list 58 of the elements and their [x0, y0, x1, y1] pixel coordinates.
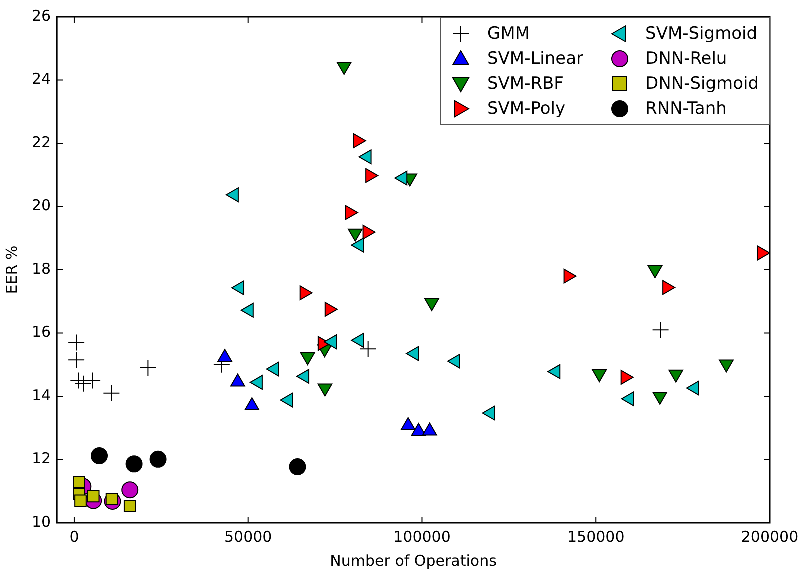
point — [296, 369, 310, 384]
point — [394, 170, 408, 186]
legend-label: SVM-Poly — [487, 98, 566, 118]
x-tick-label: 50000 — [224, 528, 272, 546]
point — [84, 372, 102, 390]
point — [406, 346, 420, 362]
point — [232, 280, 245, 296]
legend-label: SVM-RBF — [487, 74, 564, 94]
point — [447, 354, 460, 369]
y-axis-title: EER % — [2, 246, 21, 294]
y-tick-label: 18 — [32, 260, 52, 278]
point — [103, 384, 120, 402]
point — [240, 303, 254, 318]
y-tick-label: 20 — [32, 196, 52, 215]
point — [266, 362, 280, 377]
x-tick-label: 0 — [70, 528, 80, 546]
point — [150, 450, 167, 468]
point — [351, 238, 364, 253]
x-tick-label: 200000 — [741, 528, 799, 546]
y-tick-label: 10 — [32, 512, 52, 531]
point — [358, 150, 372, 165]
point — [140, 360, 157, 377]
point — [126, 456, 143, 473]
legend-label: DNN-Sigmoid — [646, 74, 759, 94]
y-tick-label: 22 — [32, 133, 52, 152]
point — [70, 372, 88, 390]
point — [226, 188, 239, 202]
point — [122, 482, 139, 499]
point — [75, 375, 92, 392]
point — [250, 375, 263, 390]
legend-label: DNN-Relu — [646, 48, 728, 68]
point — [360, 340, 377, 358]
point — [280, 392, 294, 408]
point — [548, 364, 561, 380]
x-tick-label: 100000 — [394, 528, 451, 546]
point — [91, 447, 108, 464]
y-tick-label: 16 — [32, 323, 52, 342]
point — [289, 458, 306, 476]
point — [324, 334, 338, 350]
point — [482, 406, 496, 421]
y-tick-label: 26 — [32, 6, 52, 25]
point — [68, 334, 86, 352]
legend-label: SVM-Sigmoid — [646, 24, 758, 44]
legend-label: RNN-Tanh — [646, 98, 727, 118]
y-tick-label: 24 — [32, 70, 52, 88]
y-tick-label: 12 — [32, 450, 52, 468]
x-tick-label: 150000 — [567, 528, 625, 546]
y-tick-label: 14 — [32, 386, 52, 404]
point — [124, 500, 136, 512]
point — [351, 333, 364, 348]
legend-label: SVM-Linear — [487, 48, 584, 68]
x-axis-title: Number of Operations — [330, 552, 498, 570]
point — [686, 380, 700, 396]
legend-label: GMM — [487, 24, 530, 44]
point — [74, 494, 87, 508]
point — [68, 352, 86, 369]
point — [621, 392, 634, 406]
point — [87, 490, 100, 503]
